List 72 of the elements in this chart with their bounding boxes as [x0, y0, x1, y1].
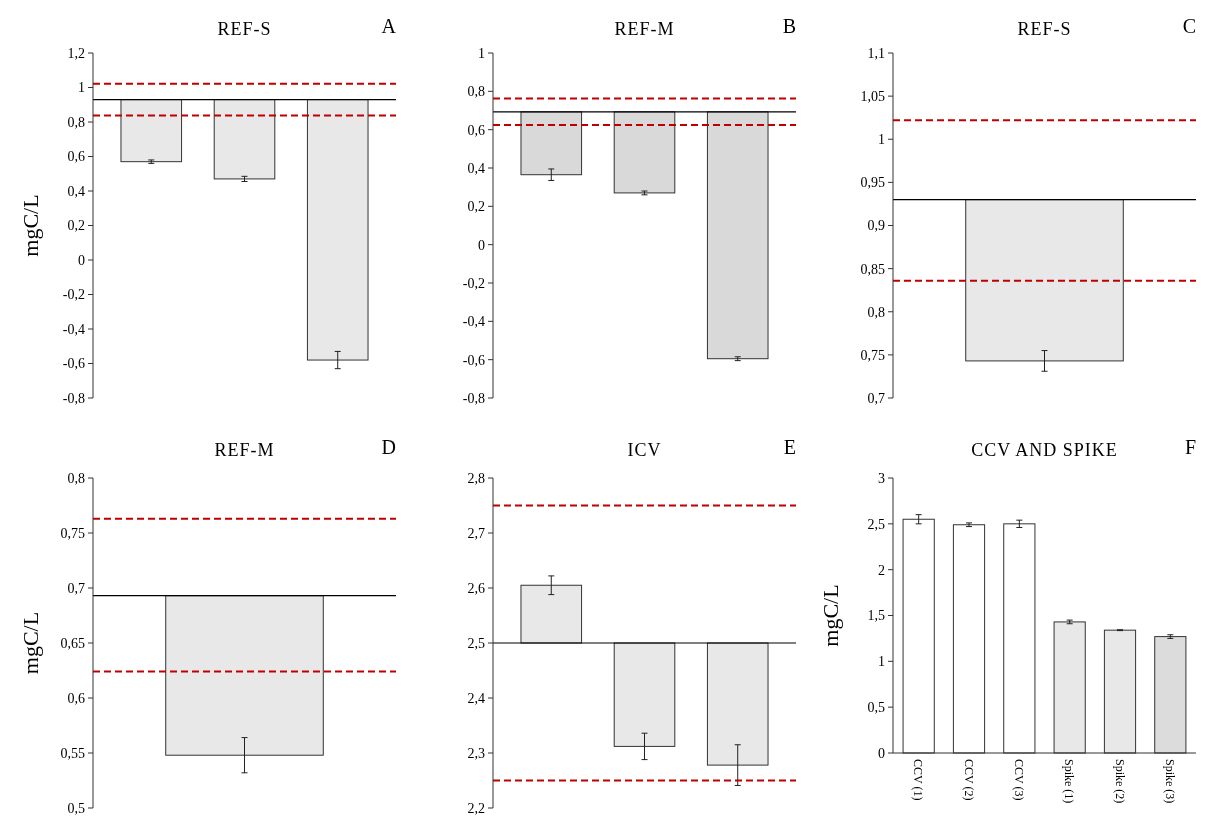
y-tick-label: -0,8: [62, 390, 85, 406]
chart-title: REF-S: [217, 19, 272, 39]
text: A: [381, 15, 397, 37]
y-tick-label: 0,6: [67, 149, 85, 165]
y-tick-label: 0,75: [60, 525, 85, 541]
y-tick-label: 2,5: [867, 516, 885, 532]
x-tick-label: CCV (1): [911, 759, 926, 801]
y-tick-label: 2,5: [467, 635, 485, 651]
x-tick-label: Spike (3): [1163, 759, 1178, 804]
y-tick-label: 2,7: [467, 525, 485, 541]
y-tick-label: 1,5: [867, 608, 885, 624]
text: F: [1184, 436, 1196, 458]
text: C: [1182, 15, 1196, 37]
y-axis-title: mgC/L: [818, 584, 843, 647]
y-tick-label: 0: [878, 745, 885, 761]
y-tick-label: 0,75: [860, 347, 885, 363]
y-axis-title: mgC/L: [18, 611, 43, 675]
y-tick-label: 0,8: [67, 470, 85, 486]
y-tick-label: 1: [878, 654, 885, 670]
y-axis-title: mgC/L: [18, 194, 43, 257]
y-tick-label: 0,4: [467, 160, 485, 176]
text: B: [782, 15, 796, 37]
y-tick-label: 0,8: [467, 84, 485, 100]
y-tick-label: 2: [878, 562, 885, 578]
y-tick-label: -0,6: [462, 352, 485, 368]
y-tick-label: 2,4: [467, 690, 485, 706]
y-tick-label: 0,65: [60, 635, 85, 651]
y-tick-label: 0,5: [67, 800, 85, 816]
y-tick-label: 0,6: [67, 690, 85, 706]
y-tick-label: 0: [78, 252, 85, 268]
y-tick-label: 3: [878, 470, 885, 486]
y-tick-label: 0,55: [60, 745, 85, 761]
y-tick-label: 0,85: [860, 261, 885, 277]
y-tick-label: 1: [878, 132, 885, 148]
y-tick-label: 0: [478, 237, 485, 253]
y-tick-label: -0,2: [462, 275, 485, 291]
x-tick-label: Spike (2): [1112, 759, 1127, 804]
chart-title: REF-M: [214, 440, 275, 460]
chart-title: ICV: [627, 440, 662, 460]
x-tick-label: CCV (3): [1012, 759, 1027, 801]
y-tick-label: -0,2: [62, 287, 85, 303]
y-tick-label: 1,2: [67, 45, 85, 61]
y-tick-label: 0,2: [467, 199, 485, 215]
chart-title: REF-M: [614, 19, 675, 39]
y-tick-label: 1,1: [867, 45, 885, 61]
y-tick-label: -0,8: [462, 390, 485, 406]
text: E: [783, 436, 796, 458]
y-tick-label: 0,7: [867, 390, 885, 406]
chart-title: REF-S: [1017, 19, 1072, 39]
y-tick-label: -0,4: [62, 321, 85, 337]
y-tick-label: 0,2: [67, 218, 85, 234]
y-tick-label: 0,6: [467, 122, 485, 138]
y-tick-label: 0,9: [867, 218, 885, 234]
y-tick-label: 0,4: [67, 183, 85, 199]
x-tick-label: Spike (1): [1062, 759, 1077, 804]
y-tick-label: 1: [478, 45, 485, 61]
text: D: [381, 436, 396, 458]
y-tick-label: 0,8: [67, 114, 85, 130]
y-tick-label: 2,3: [467, 745, 485, 761]
x-tick-label: CCV (2): [961, 759, 976, 801]
y-tick-label: 0,8: [867, 304, 885, 320]
y-tick-label: 1: [78, 80, 85, 96]
y-tick-label: 2,8: [467, 470, 485, 486]
y-tick-label: 0,5: [867, 700, 885, 716]
chart-title: CCV AND SPIKE: [971, 440, 1118, 460]
y-tick-label: 1,05: [860, 89, 885, 105]
y-tick-label: 2,6: [467, 580, 485, 596]
y-tick-label: 2,2: [467, 800, 485, 816]
y-tick-label: -0,6: [62, 356, 85, 372]
y-tick-label: -0,4: [462, 314, 485, 330]
y-tick-label: 0,7: [67, 580, 85, 596]
y-tick-label: 0,95: [860, 175, 885, 191]
